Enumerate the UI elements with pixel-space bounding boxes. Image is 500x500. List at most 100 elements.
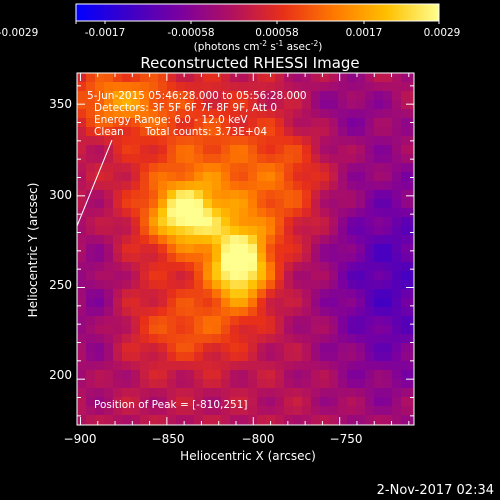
heatmap-cell [410, 253, 414, 263]
heatmap-cell [365, 100, 375, 110]
heatmap-cell [284, 172, 294, 182]
heatmap-cell [266, 127, 276, 137]
heatmap-cell [194, 271, 204, 281]
heatmap-cell [320, 343, 330, 353]
heatmap-cell [95, 127, 105, 137]
heatmap-cell [77, 334, 87, 344]
heatmap-cell [356, 370, 366, 380]
heatmap-cell [131, 235, 141, 245]
heatmap-cell [311, 154, 321, 164]
heatmap-cell [221, 406, 231, 416]
heatmap-cell [410, 298, 414, 308]
heatmap-cell [392, 379, 402, 389]
heatmap-cell [410, 172, 414, 182]
heatmap-cell [284, 235, 294, 245]
heatmap-cell [95, 163, 105, 173]
heatmap-cell [284, 316, 294, 326]
heatmap-cell [392, 271, 402, 281]
heatmap-cell [140, 343, 150, 353]
heatmap-cell [392, 109, 402, 119]
heatmap-cell [212, 379, 222, 389]
heatmap-cell [302, 253, 312, 263]
heatmap-cell [284, 298, 294, 308]
heatmap-cell [194, 352, 204, 362]
heatmap-cell [149, 343, 159, 353]
heatmap-cell [194, 289, 204, 299]
heatmap-cell [266, 109, 276, 119]
heatmap-cell [338, 118, 348, 128]
heatmap-cell [158, 352, 168, 362]
heatmap-cell [302, 397, 312, 407]
heatmap-cell [410, 181, 414, 191]
heatmap-cell [239, 370, 249, 380]
heatmap-cell [266, 136, 276, 146]
heatmap-cell [140, 82, 150, 92]
heatmap-cell [383, 82, 393, 92]
heatmap-cell [221, 100, 231, 110]
heatmap-cell [266, 181, 276, 191]
heatmap-cell [302, 199, 312, 209]
heatmap-cell [212, 154, 222, 164]
heatmap-cell [113, 217, 123, 227]
heatmap-cell [347, 235, 357, 245]
heatmap-cell [221, 145, 231, 155]
heatmap-cell [293, 289, 303, 299]
heatmap-cell [293, 118, 303, 128]
heatmap-cell [221, 109, 231, 119]
heatmap-cell [374, 217, 384, 227]
heatmap-cell [104, 316, 114, 326]
heatmap-cell [113, 226, 123, 236]
heatmap-cell [392, 217, 402, 227]
heatmap-cell [302, 226, 312, 236]
heatmap-cell [374, 73, 384, 83]
heatmap-cell [383, 226, 393, 236]
heatmap-cell [122, 136, 132, 146]
heatmap-cell [86, 181, 96, 191]
heatmap-cell [248, 262, 258, 272]
heatmap-cell [212, 127, 222, 137]
heatmap-cell [194, 91, 204, 101]
heatmap-cell [401, 406, 411, 416]
heatmap-cell [185, 244, 195, 254]
heatmap-cell [365, 154, 375, 164]
heatmap-cell [320, 109, 330, 119]
heatmap-cell [176, 199, 186, 209]
heatmap-cell [77, 235, 87, 245]
heatmap-cell [176, 406, 186, 416]
heatmap-cell [140, 91, 150, 101]
heatmap-cell [221, 361, 231, 371]
heatmap-cell [392, 289, 402, 299]
heatmap-cell [293, 406, 303, 416]
heatmap-cell [158, 226, 168, 236]
heatmap-cell [266, 235, 276, 245]
heatmap-cell [392, 82, 402, 92]
heatmap-cell [86, 280, 96, 290]
heatmap-cell [248, 316, 258, 326]
heatmap-cell [122, 343, 132, 353]
heatmap-cell [356, 217, 366, 227]
heatmap-cell [365, 172, 375, 182]
heatmap-cell [158, 307, 168, 317]
heatmap-cell [221, 226, 231, 236]
heatmap-cell [230, 190, 240, 200]
heatmap-cell [185, 343, 195, 353]
heatmap-cell [158, 343, 168, 353]
heatmap-cell [347, 253, 357, 263]
heatmap-cell [329, 262, 339, 272]
heatmap-cell [122, 406, 132, 416]
heatmap-cell [140, 226, 150, 236]
heatmap-cell [185, 145, 195, 155]
heatmap-cell [131, 298, 141, 308]
heatmap-cell [140, 271, 150, 281]
heatmap-cell [77, 298, 87, 308]
heatmap-cell [356, 307, 366, 317]
heatmap-cell [131, 307, 141, 317]
heatmap-cell [239, 316, 249, 326]
heatmap-cell [347, 406, 357, 416]
heatmap-cell [167, 406, 177, 416]
heatmap-cell [239, 208, 249, 218]
heatmap-cell [320, 397, 330, 407]
heatmap-cell [347, 307, 357, 317]
heatmap-cell [401, 325, 411, 335]
heatmap-cell [131, 253, 141, 263]
